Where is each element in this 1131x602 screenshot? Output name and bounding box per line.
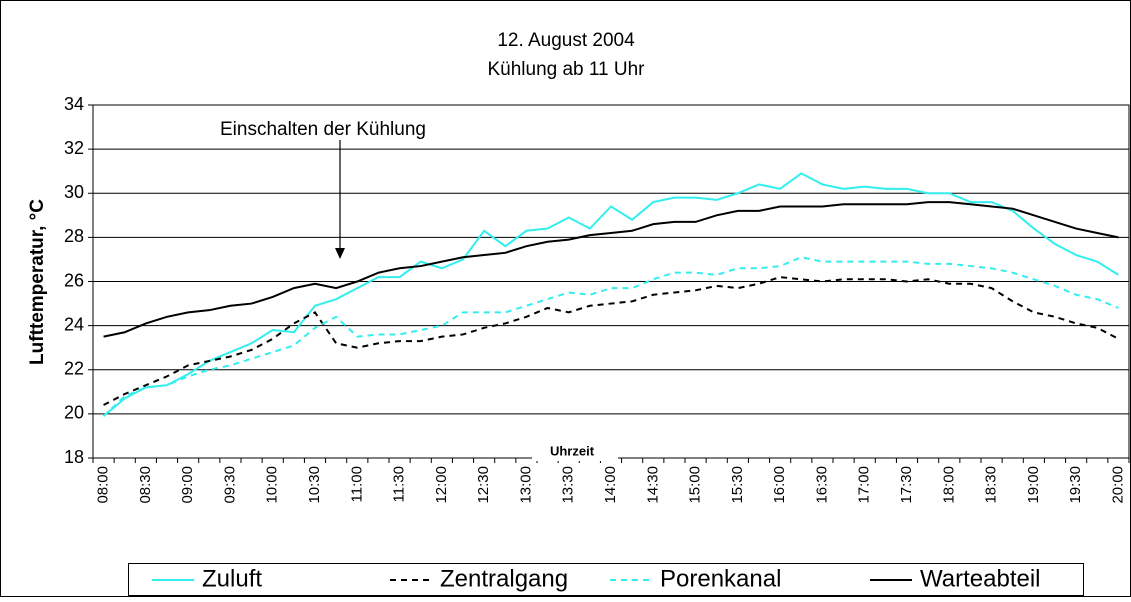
x-tick-label: 14:30 [644,466,661,504]
x-tick-label: 12:30 [475,466,492,504]
x-tick-label: 11:30 [391,466,408,502]
x-tick-label: 19:30 [1067,466,1084,504]
x-tick-label: 18:00 [940,466,957,504]
x-tick-label: 20:00 [1109,466,1126,504]
y-tick-label: 20 [64,403,84,423]
y-tick-label: 24 [64,314,84,334]
x-tick-label: 08:00 [95,466,112,504]
series-line [103,276,1119,406]
legend-label: Zuluft [202,565,262,592]
x-tick-label: 12:00 [433,466,450,504]
x-tick-label: 16:30 [813,466,830,504]
x-tick-label: 13:00 [517,466,534,504]
x-label-bg [532,443,618,461]
y-tick-label: 26 [64,270,84,290]
x-tick-label: 17:00 [856,466,873,504]
plot-area: 18 20 22 24 26 28 30 32 34 08:00 08:30 09:00 09:30 10… [64,94,1130,504]
chart-subtitle: Kühlung ab 11 Uhr [487,59,645,80]
y-tick-label: 28 [64,226,84,246]
x-tick-label: 11:00 [348,466,365,502]
x-tick-label: 08:30 [137,466,154,504]
x-tick-label: 18:30 [983,466,1000,504]
y-tick-label: 32 [64,138,84,158]
x-tick-label: 15:00 [687,466,704,504]
x-tick-label: 09:30 [221,466,238,504]
chart-title: 12. August 2004 [497,30,635,51]
arrow-head [335,248,345,259]
x-axis-label: Uhrzeit [550,443,595,458]
y-tick-label: 18 [64,447,84,467]
x-tick-label: 14:00 [602,466,619,504]
x-tick-label: 17:30 [898,466,915,504]
legend-label: Zentralgang [440,565,568,592]
legend [128,563,1084,596]
x-tick-label: 10:30 [306,466,323,504]
y-tick-label: 22 [64,359,84,379]
legend-label: Porenkanal [660,565,781,592]
x-tick-label: 15:30 [729,466,746,504]
x-tick-label: 13:30 [560,466,577,504]
x-tick-label: 10:00 [264,466,281,504]
series-line [103,201,1119,338]
series-line [102,256,1119,417]
annotation: Einschalten der Kühlung [220,119,426,140]
y-tick-label: 30 [64,182,84,202]
series-line [102,172,1119,417]
x-tick-label: 19:00 [1025,466,1042,504]
legend-label: Warteabteil [920,565,1041,592]
x-tick-label: 16:00 [771,466,788,504]
y-axis-label: Lufttemperatur, °C [27,199,48,365]
y-tick-label: 34 [64,94,84,114]
x-tick-label: 09:00 [179,466,196,504]
